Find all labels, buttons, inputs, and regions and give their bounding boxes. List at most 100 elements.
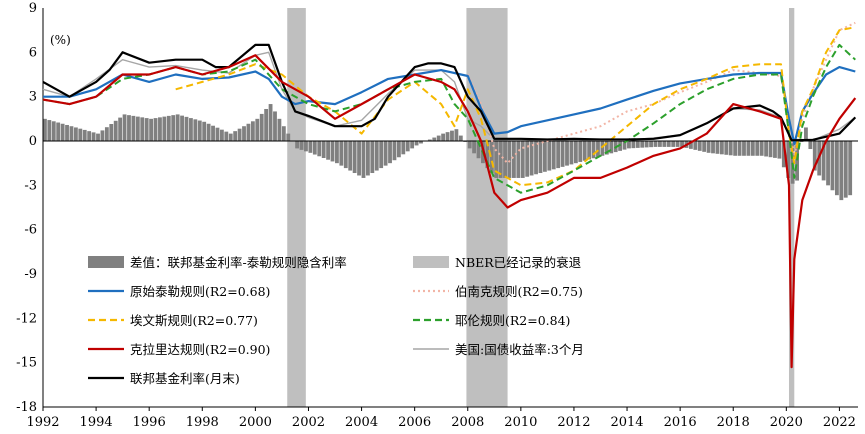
spread-bar <box>233 131 238 141</box>
recession-band-2 <box>788 8 795 407</box>
spread-bar <box>591 141 596 159</box>
spread-bar <box>87 131 92 141</box>
spread-bar <box>551 141 556 170</box>
spread-bar <box>675 141 680 147</box>
spread-bar <box>189 118 193 141</box>
spread-bar <box>299 141 304 150</box>
spread-bar <box>587 141 592 160</box>
spread-bar <box>255 118 260 141</box>
x-tick-label: 2014 <box>610 415 643 430</box>
spread-bar <box>755 141 760 156</box>
spread-bar <box>104 127 109 141</box>
spread-bar <box>706 141 711 153</box>
series-line-2 <box>175 26 856 187</box>
spread-bar <box>658 141 662 147</box>
spread-bar <box>47 120 52 141</box>
spread-bar <box>556 141 561 169</box>
spread-bar <box>383 141 388 166</box>
spread-bars <box>43 104 853 201</box>
spread-bar <box>206 123 211 141</box>
spread-bar <box>750 141 755 156</box>
x-tick-label: 2016 <box>664 415 697 430</box>
spread-bar <box>175 114 180 141</box>
spread-bar <box>525 141 530 177</box>
spread-bar <box>277 118 282 141</box>
spread-bar <box>317 141 322 157</box>
spread-bar <box>834 141 839 196</box>
y-tick-label: 6 <box>29 45 37 60</box>
spread-bar <box>140 117 145 141</box>
spread-bar <box>529 141 534 176</box>
spread-bar <box>365 141 370 176</box>
spread-bar <box>843 141 848 198</box>
spread-bar <box>131 115 136 141</box>
spread-bar <box>737 141 742 156</box>
legend-label: 美国:国债收益率:3个月 <box>455 342 584 357</box>
spread-bar <box>596 141 600 158</box>
x-tick-label: 2020 <box>770 415 803 430</box>
spread-bar <box>622 141 627 150</box>
spread-bar <box>604 141 609 155</box>
spread-bar <box>715 141 720 154</box>
x-tick-label: 1996 <box>133 415 166 430</box>
spread-bar <box>109 124 114 141</box>
spread-bar <box>321 141 326 158</box>
spread-bar <box>512 141 516 178</box>
y-tick-label: 0 <box>29 134 37 149</box>
spread-bar <box>215 127 220 141</box>
spread-bar <box>795 141 799 181</box>
spread-bar <box>472 141 477 154</box>
legend-label: 埃文斯规则(R2=0.77) <box>130 313 258 328</box>
spread-bar <box>312 141 317 155</box>
spread-bar <box>644 141 649 148</box>
spread-bar <box>516 141 521 178</box>
spread-bar <box>653 141 658 147</box>
spread-bar <box>830 141 835 191</box>
spread-bar <box>808 141 813 150</box>
x-tick-label: 1992 <box>26 415 59 430</box>
spread-bar <box>162 116 167 141</box>
spread-bar <box>286 133 291 141</box>
spread-bar <box>259 113 264 141</box>
legend-label: NBER已经记录的衰退 <box>455 255 582 270</box>
spread-bar <box>498 141 503 178</box>
spread-bar <box>193 119 198 141</box>
x-tick-label: 2018 <box>717 415 750 430</box>
spread-bar <box>73 127 78 141</box>
spread-bar <box>153 118 158 141</box>
spread-bar <box>374 141 379 171</box>
legend: 差值：联邦基金利率-泰勒规则隐含利率 NBER已经记录的衰退原始泰勒规则(R2=0… <box>88 255 584 386</box>
x-tick-label: 2000 <box>239 415 272 430</box>
spread-bar <box>343 141 348 169</box>
spread-bar <box>458 135 463 141</box>
spread-bar <box>339 141 344 166</box>
spread-bar <box>560 141 565 167</box>
spread-bar <box>228 133 233 141</box>
spread-bar <box>467 141 472 149</box>
spread-bar <box>197 120 202 141</box>
spread-bar <box>78 128 83 141</box>
spread-bar <box>494 141 499 178</box>
spread-bar <box>733 141 738 156</box>
spread-bar <box>273 111 277 141</box>
spread-bar <box>405 141 410 152</box>
y-tick-label: -9 <box>24 267 37 282</box>
legend-label: 耶伦规则(R2=0.84) <box>455 313 570 328</box>
spread-bar <box>388 141 392 164</box>
spread-bar <box>821 141 826 181</box>
spread-bar <box>281 126 286 141</box>
spread-bar <box>100 130 105 141</box>
spread-bar <box>826 141 830 186</box>
y-tick-label: 3 <box>29 90 37 105</box>
spread-bar <box>476 141 481 159</box>
spread-bar <box>392 141 397 161</box>
spread-bar <box>649 141 653 148</box>
spread-bar <box>295 141 300 149</box>
spread-bar <box>662 141 667 147</box>
y-tick-label: -6 <box>24 223 37 238</box>
spread-bar <box>224 131 229 141</box>
spread-bar <box>158 117 162 141</box>
x-tick-label: 2012 <box>557 415 590 430</box>
spread-bar <box>848 141 853 196</box>
